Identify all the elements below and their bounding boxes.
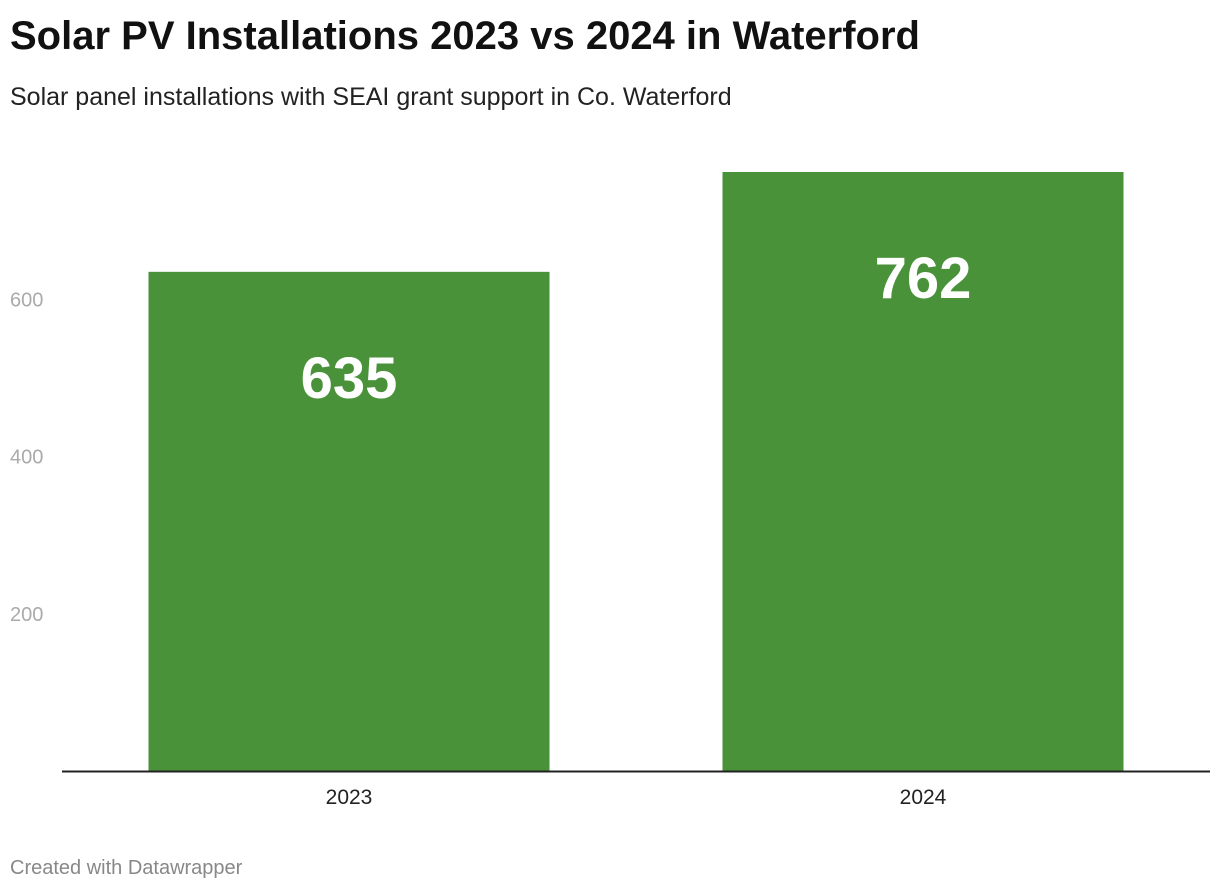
chart-title: Solar PV Installations 2023 vs 2024 in W… xyxy=(10,14,920,58)
bar-2023[interactable] xyxy=(148,271,550,771)
bar-2024[interactable] xyxy=(722,172,1124,771)
x-category-label-2024: 2024 xyxy=(900,786,947,809)
y-tick-label: 200 xyxy=(10,604,43,626)
chart-subtitle: Solar panel installations with SEAI gran… xyxy=(10,83,732,111)
y-tick-label: 600 xyxy=(10,289,43,311)
datawrapper-credit[interactable]: Created with Datawrapper xyxy=(10,857,243,879)
value-label-2024: 762 xyxy=(875,246,972,311)
value-label-2023: 635 xyxy=(301,346,398,411)
x-category-label-2023: 2023 xyxy=(326,786,373,809)
y-tick-label: 400 xyxy=(10,447,43,469)
